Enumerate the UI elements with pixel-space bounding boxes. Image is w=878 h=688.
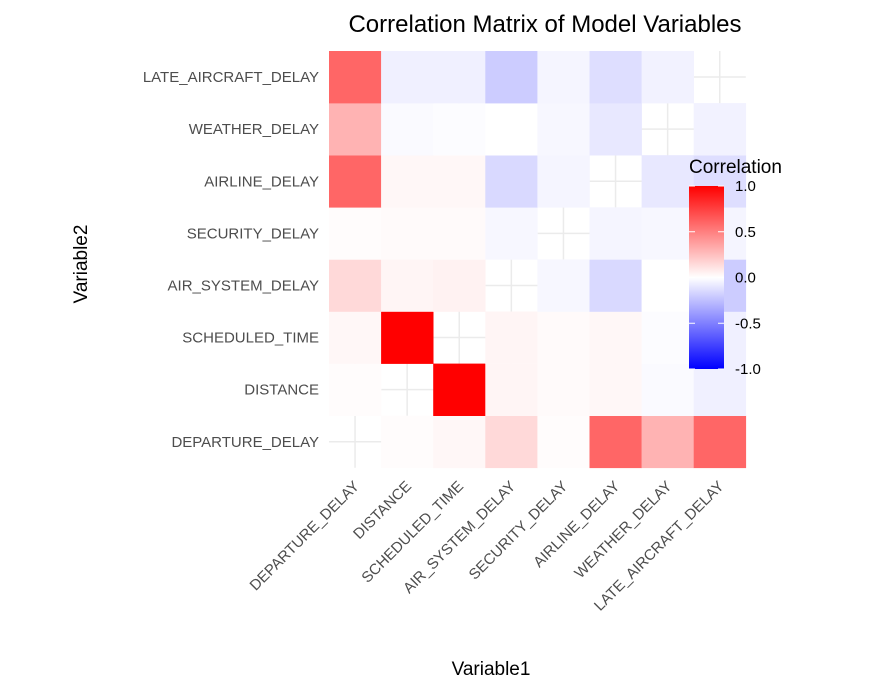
- legend-tick-label: 0.5: [735, 224, 756, 241]
- heatmap-tile: [589, 51, 642, 104]
- heatmap-tile: [485, 155, 538, 208]
- heatmap-tile: [433, 103, 486, 156]
- y-tick-label: SCHEDULED_TIME: [182, 330, 319, 347]
- legend-tick-label: -1.0: [735, 361, 761, 378]
- heatmap-tile: [641, 155, 694, 208]
- heatmap-tile: [485, 103, 538, 156]
- y-axis-tick-labels: DEPARTURE_DELAY DISTANCE SCHEDULED_TIME AIR…: [143, 69, 319, 451]
- heatmap-tile: [641, 51, 694, 104]
- heatmap-tile: [329, 103, 382, 156]
- x-axis-title: Variable1: [452, 659, 531, 680]
- heatmap-tile: [693, 103, 747, 156]
- y-tick-label: LATE_AIRCRAFT_DELAY: [143, 69, 319, 86]
- legend-tick-label: 0.0: [735, 270, 756, 287]
- heatmap-tile: [641, 311, 694, 364]
- heatmap-tile: [329, 51, 382, 104]
- heatmap-tile: [433, 415, 486, 469]
- legend-title: Correlation: [689, 157, 782, 178]
- heatmap-tile: [381, 207, 434, 260]
- heatmap-tile: [329, 207, 382, 260]
- heatmap-tile: [641, 259, 694, 312]
- heatmap-tile: [537, 259, 590, 312]
- heatmap-tile: [537, 103, 590, 156]
- heatmap-tile: [485, 363, 538, 416]
- heatmap-tile: [381, 259, 434, 312]
- y-tick-label: DEPARTURE_DELAY: [171, 434, 319, 451]
- heatmap-tile: [381, 51, 434, 104]
- y-tick-label: AIR_SYSTEM_DELAY: [168, 277, 319, 294]
- heatmap-tile: [589, 103, 642, 156]
- heatmap-tile: [433, 259, 486, 312]
- heatmap-tile: [433, 363, 486, 416]
- heatmap-tile: [381, 311, 434, 364]
- heatmap-tile: [485, 51, 538, 104]
- heatmap-tile: [433, 155, 486, 208]
- heatmap-tile: [693, 363, 747, 416]
- y-tick-label: DISTANCE: [244, 382, 319, 399]
- heatmap-tile: [381, 155, 434, 208]
- heatmap-tile: [537, 51, 590, 104]
- heatmap-tile: [537, 363, 590, 416]
- y-axis-title: Variable2: [71, 225, 92, 304]
- heatmap-tile: [329, 363, 382, 416]
- heatmap-tile: [485, 311, 538, 364]
- y-tick-label: WEATHER_DELAY: [189, 121, 319, 138]
- heatmap-tile: [485, 207, 538, 260]
- heatmap-tile: [589, 415, 642, 469]
- heatmap-tile: [589, 259, 642, 312]
- heatmap-tile: [537, 155, 590, 208]
- legend-tick-label: 1.0: [735, 178, 756, 195]
- heatmap-tile: [589, 311, 642, 364]
- heatmap-tile: [381, 103, 434, 156]
- heatmap-tile: [433, 207, 486, 260]
- legend-tick-label: -0.5: [735, 315, 761, 332]
- heatmap-tile: [537, 311, 590, 364]
- chart-title: Correlation Matrix of Model Variables: [348, 11, 741, 38]
- legend-ticks: 1.0 0.5 0.0 -0.5 -1.0: [689, 178, 761, 378]
- heatmap-tile: [589, 363, 642, 416]
- heatmap-tile: [329, 311, 382, 364]
- heatmap-tile: [641, 207, 694, 260]
- heatmap-tile: [589, 207, 642, 260]
- y-tick-label: SECURITY_DELAY: [187, 225, 319, 242]
- heatmap-tile: [537, 415, 590, 469]
- heatmap-tile: [641, 415, 694, 469]
- heatmap-tiles: [329, 51, 747, 469]
- color-legend: Correlation 1.0 0.5 0.0 -0.5 -1.0: [689, 157, 782, 378]
- heatmap-tile: [485, 415, 538, 469]
- y-tick-label: AIRLINE_DELAY: [204, 173, 319, 190]
- heatmap-tile: [329, 259, 382, 312]
- heatmap-tile: [329, 155, 382, 208]
- heatmap-tile: [433, 51, 486, 104]
- heatmap-tile: [693, 415, 747, 469]
- heatmap-tile: [381, 415, 434, 469]
- heatmap-tile: [641, 363, 694, 416]
